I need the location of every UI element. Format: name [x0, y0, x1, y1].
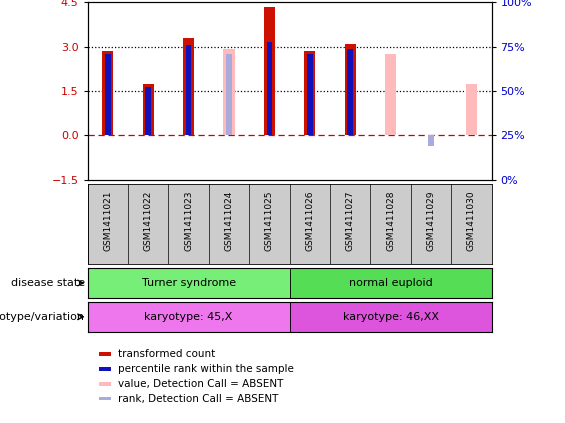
Bar	[345, 44, 356, 135]
Text: GSM1411026: GSM1411026	[305, 190, 314, 251]
Text: GSM1411029: GSM1411029	[427, 190, 436, 251]
Bar	[105, 54, 111, 135]
Bar	[307, 54, 312, 135]
Text: genotype/variation: genotype/variation	[0, 312, 85, 322]
Text: karyotype: 45,X: karyotype: 45,X	[145, 312, 233, 322]
Bar	[186, 45, 192, 135]
Text: GSM1411021: GSM1411021	[103, 190, 112, 251]
Text: rank, Detection Call = ABSENT: rank, Detection Call = ABSENT	[118, 394, 279, 404]
Bar	[290, 302, 492, 332]
Text: normal euploid: normal euploid	[349, 278, 432, 288]
Bar	[88, 302, 290, 332]
Bar	[304, 51, 315, 135]
Bar	[145, 87, 151, 135]
Bar	[99, 382, 111, 386]
Bar	[290, 268, 492, 298]
Text: karyotype: 46,XX: karyotype: 46,XX	[342, 312, 438, 322]
Bar	[466, 84, 477, 135]
Text: disease state: disease state	[11, 278, 85, 288]
Bar	[99, 367, 111, 371]
Bar	[99, 352, 111, 356]
Bar	[102, 51, 114, 135]
Text: value, Detection Call = ABSENT: value, Detection Call = ABSENT	[118, 379, 284, 389]
Text: percentile rank within the sample: percentile rank within the sample	[118, 364, 294, 374]
Bar	[99, 397, 111, 401]
Bar	[267, 42, 272, 135]
Bar	[347, 49, 353, 135]
Text: GSM1411025: GSM1411025	[265, 190, 274, 251]
Bar	[226, 54, 232, 135]
Bar	[183, 38, 194, 135]
Bar	[88, 268, 290, 298]
Text: Turner syndrome: Turner syndrome	[141, 278, 236, 288]
Text: GSM1411022: GSM1411022	[144, 190, 153, 251]
Bar	[142, 84, 154, 135]
Bar	[428, 135, 434, 146]
Bar	[385, 54, 396, 135]
Text: GSM1411024: GSM1411024	[224, 190, 233, 251]
Text: GSM1411027: GSM1411027	[346, 190, 355, 251]
Text: GSM1411028: GSM1411028	[386, 190, 395, 251]
Bar	[223, 49, 234, 135]
Text: transformed count: transformed count	[118, 349, 215, 359]
Text: GSM1411023: GSM1411023	[184, 190, 193, 251]
Bar	[264, 7, 275, 135]
Text: GSM1411030: GSM1411030	[467, 190, 476, 251]
